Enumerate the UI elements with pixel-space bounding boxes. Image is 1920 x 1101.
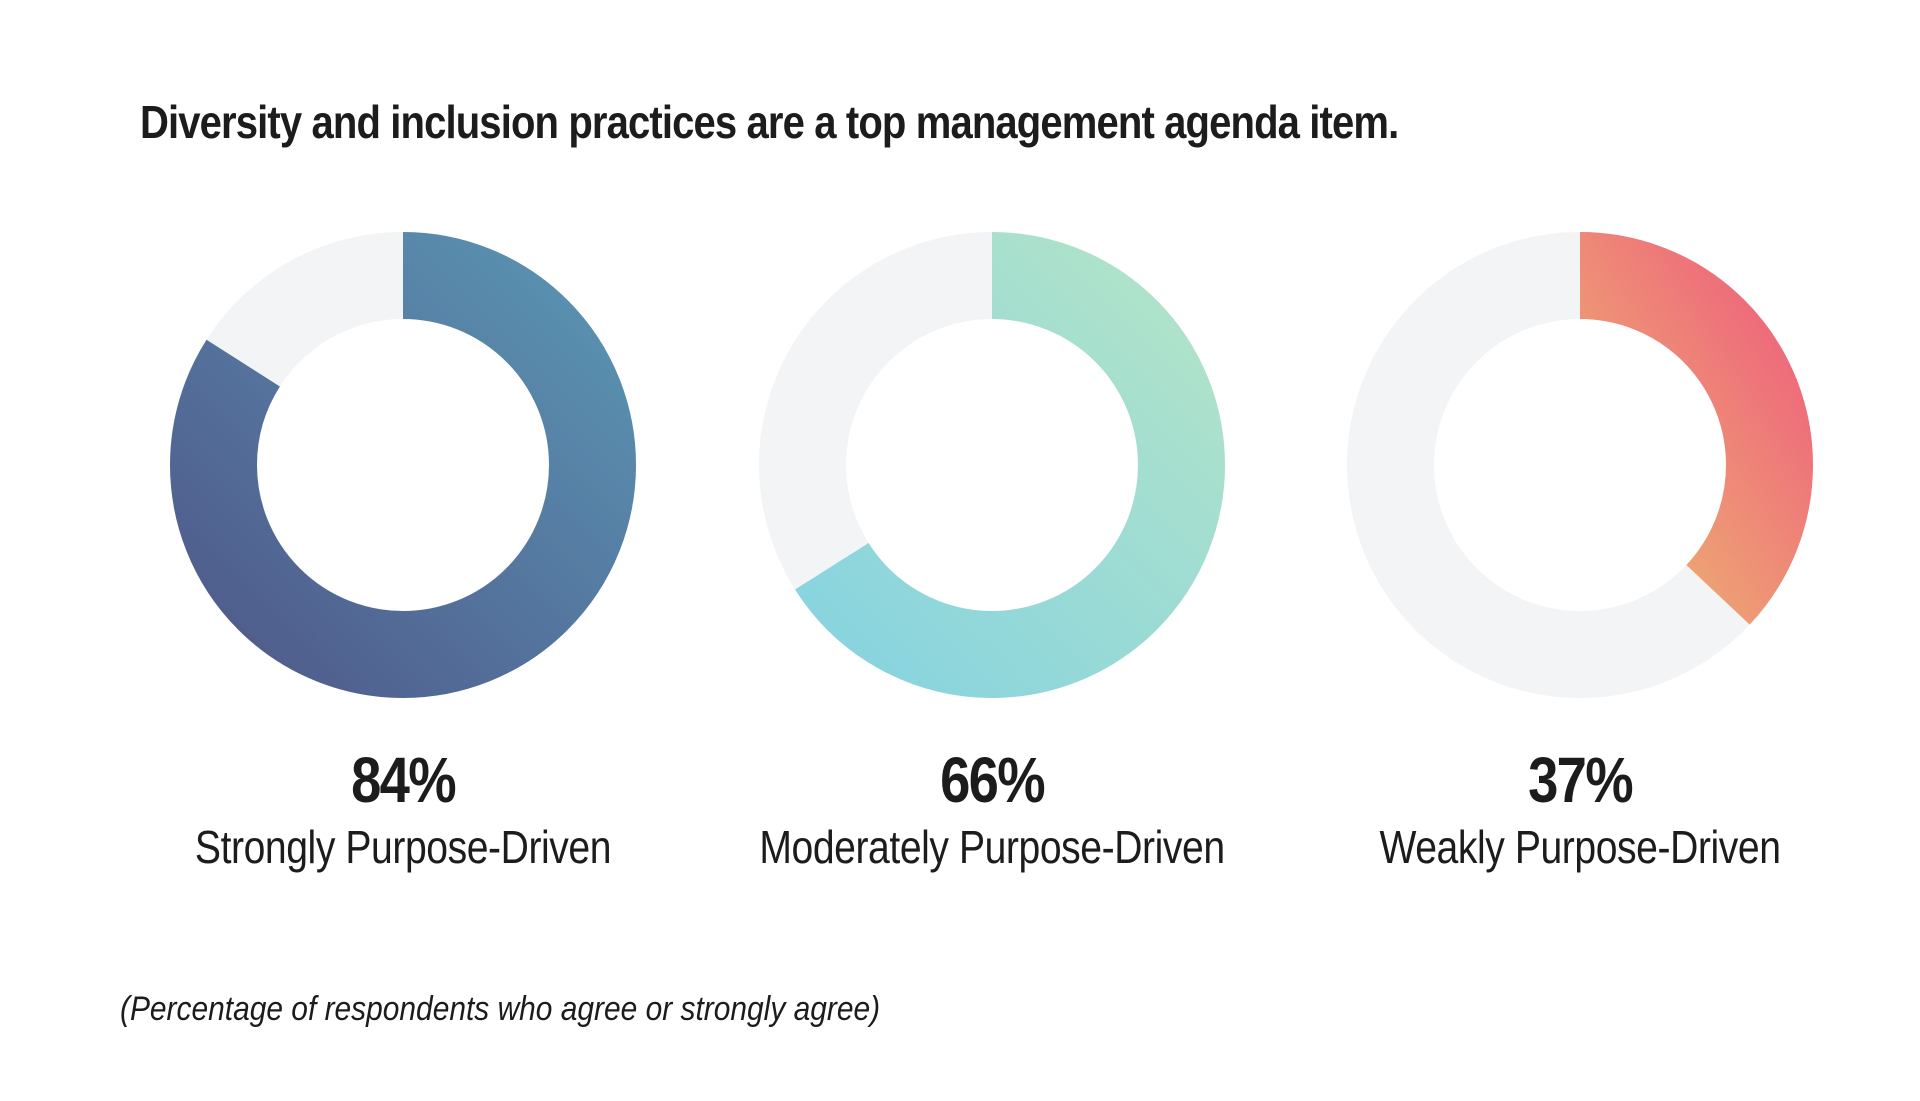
chart-title: Diversity and inclusion practices are a …: [140, 96, 1399, 148]
category-label-moderately: Moderately Purpose-Driven: [759, 821, 1225, 873]
footnote: (Percentage of respondents who agree or …: [120, 990, 881, 1028]
donut-arc-strongly: [170, 232, 636, 698]
donut-stat-weakly: 37% Weakly Purpose-Driven: [1300, 743, 1860, 877]
data-label-strongly-value: 84%: [351, 744, 456, 816]
donut-arc-moderately: [759, 232, 1225, 698]
data-label-moderately-value: 66%: [940, 744, 1045, 816]
data-label-weakly-value: 37%: [1528, 744, 1633, 816]
donut-stat-moderately: 66% Moderately Purpose-Driven: [712, 743, 1272, 877]
donut-arc-weakly: [1347, 232, 1813, 698]
category-label-weakly: Weakly Purpose-Driven: [1379, 821, 1781, 873]
category-label-strongly: Strongly Purpose-Driven: [194, 821, 612, 873]
donut-stat-strongly: 84% Strongly Purpose-Driven: [123, 743, 683, 877]
